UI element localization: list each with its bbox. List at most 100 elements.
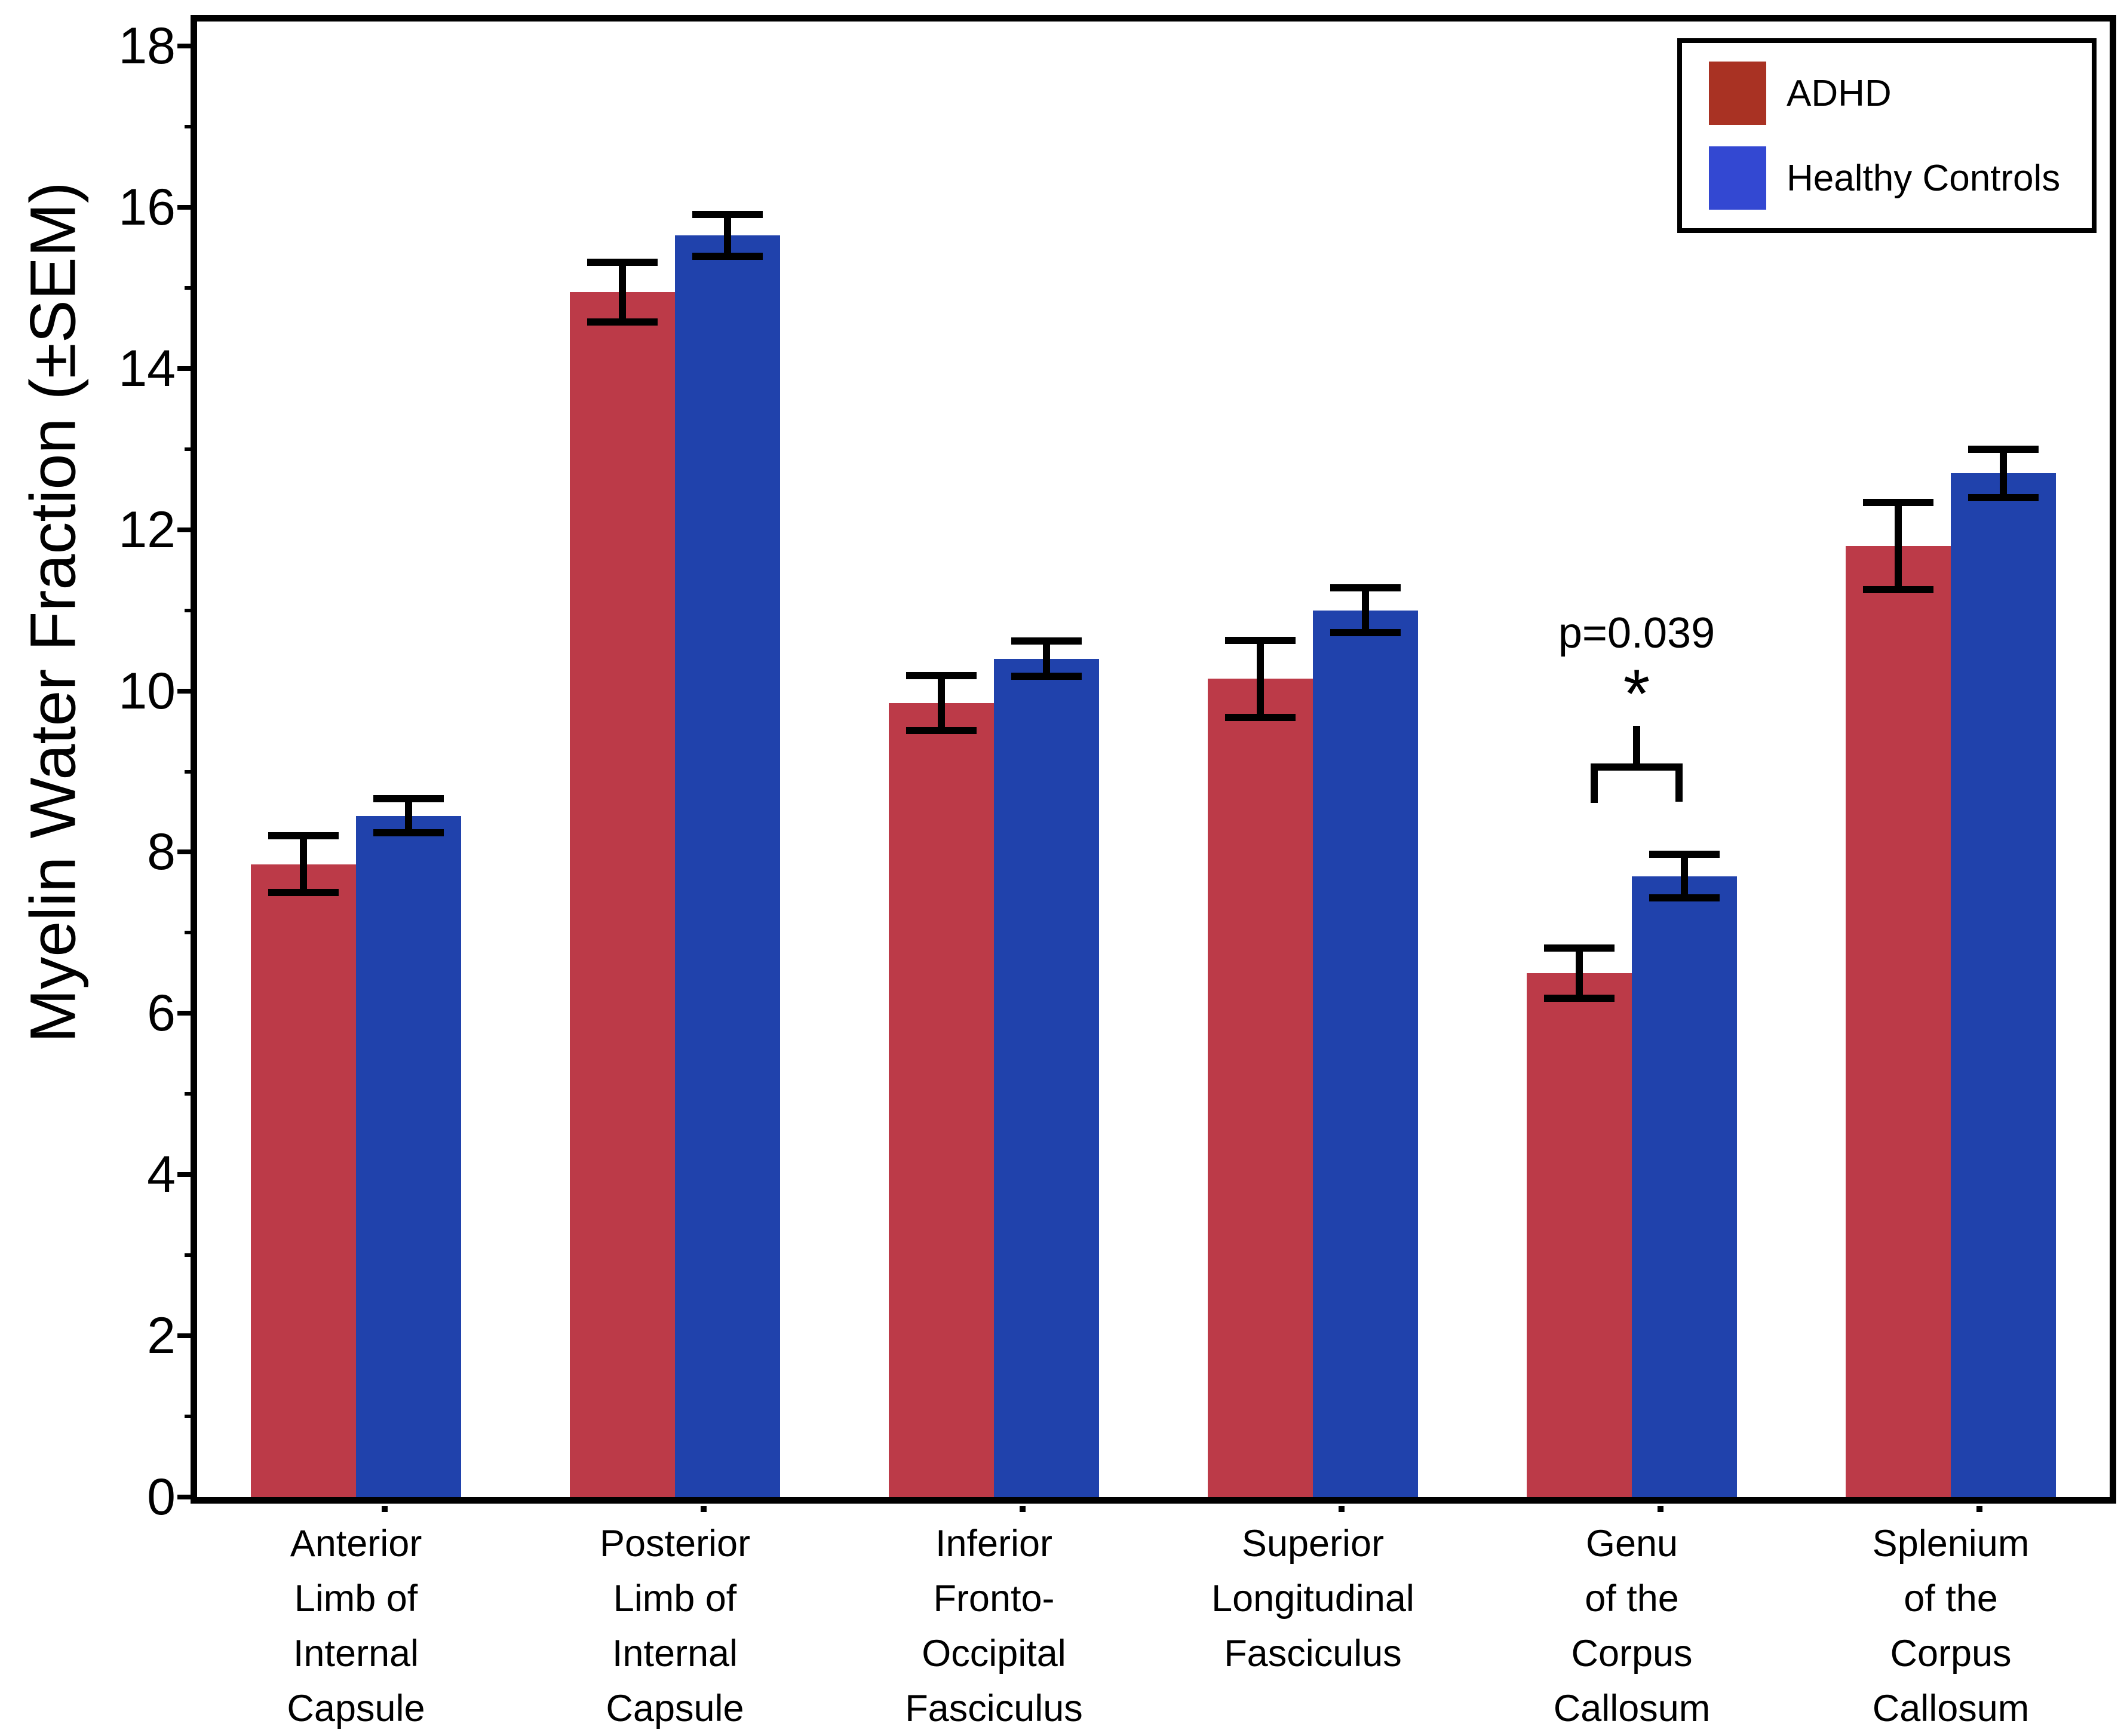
y-minor-tick-7 [185,931,191,935]
adhd-color-swatch [1709,62,1766,125]
y-tick-label-4: 4 [147,1146,176,1204]
plot-frame [191,15,2116,1504]
x-label-line: Internal [293,1633,419,1674]
error-bar-line-healthy-controls-5 [2000,449,2007,498]
y-major-tick-18 [177,44,191,48]
x-tick-anterior-limb-of-internal-capsule [382,1506,388,1512]
bar-adhd-splenium-of-the-corpus-callosum [1846,545,1951,1497]
error-bar-line-adhd-3 [1257,640,1264,718]
x-label-line: Genu [1585,1523,1678,1565]
y-tick-label-16: 16 [118,178,176,236]
x-label-line: Capsule [606,1688,744,1729]
y-major-tick-2 [177,1333,191,1339]
y-major-tick-4 [177,1172,191,1177]
error-bar-line-adhd-2 [938,675,945,731]
significance-bracket-stem [1633,726,1640,771]
x-label-superior-longitudinal-fasciculus: Superior Longitudinal Fasciculus [1152,1516,1474,1681]
error-bar-cap-bottom-adhd-4 [1544,994,1615,1002]
y-tick-label-18: 18 [118,17,176,75]
error-bar-line-adhd-4 [1576,948,1583,998]
bar-adhd-anterior-limb-of-internal-capsule [251,864,356,1497]
y-tick-label-8: 8 [147,823,176,881]
y-tick-label-10: 10 [118,662,176,720]
bar-healthy-controls-splenium-of-the-corpus-callosum [1951,473,2056,1497]
y-major-tick-0 [177,1495,191,1499]
error-bar-line-healthy-controls-0 [405,799,412,833]
y-minor-tick-3 [185,1253,191,1257]
legend-label-healthy-controls: Healthy Controls [1787,157,2061,199]
x-label-line: Fasciculus [1224,1633,1402,1674]
x-label-line: Superior [1241,1523,1385,1565]
bar-healthy-controls-genu-of-the-corpus-callosum [1632,876,1737,1497]
x-tick-inferior-fronto-occipital-fasciculus [1020,1506,1026,1512]
x-label-line: Callosum [1872,1688,2030,1729]
error-bar-cap-top-adhd-2 [906,671,977,679]
error-bar-cap-top-healthy-controls-5 [1968,445,2039,453]
error-bar-line-adhd-1 [619,262,626,322]
x-label-posterior-limb-of-internal-capsule: Posterior Limb of Internal Capsule [514,1516,836,1736]
bar-adhd-superior-longitudinal-fasciculus [1208,679,1313,1497]
x-tick-posterior-limb-of-internal-capsule [701,1506,707,1512]
legend: ADHD Healthy Controls [1677,38,2097,233]
y-minor-tick-11 [185,608,191,612]
error-bar-cap-top-healthy-controls-1 [692,211,763,219]
significance-bracket-crossbar [1591,763,1683,771]
x-label-line: Limb of [613,1578,737,1620]
error-bar-cap-top-adhd-1 [587,258,658,266]
y-minor-tick-15 [185,286,191,290]
bar-adhd-genu-of-the-corpus-callosum [1527,973,1632,1497]
bar-healthy-controls-superior-longitudinal-fasciculus [1313,610,1418,1497]
x-label-line: Corpus [1890,1633,2012,1674]
legend-item-adhd: ADHD [1709,62,2092,125]
error-bar-line-healthy-controls-4 [1681,854,1688,898]
x-label-line: Fronto- [933,1578,1055,1620]
error-bar-cap-bottom-adhd-1 [587,318,658,326]
error-bar-cap-top-healthy-controls-0 [373,795,444,803]
x-label-line: Posterior [599,1523,751,1565]
legend-label-adhd: ADHD [1787,72,1892,114]
error-bar-cap-top-healthy-controls-2 [1011,637,1082,645]
x-label-line: of the [1585,1578,1679,1620]
x-label-line: Internal [612,1633,738,1674]
x-label-line: Anterior [290,1523,422,1565]
error-bar-cap-bottom-adhd-0 [268,888,339,896]
error-bar-line-adhd-0 [300,836,307,892]
x-label-line: Corpus [1571,1633,1693,1674]
y-tick-label-0: 0 [147,1468,176,1526]
bar-healthy-controls-inferior-fronto-occipital-fasciculus [994,658,1099,1497]
error-bar-cap-top-adhd-0 [268,832,339,840]
x-label-line: Splenium [1872,1523,2030,1565]
error-bar-cap-bottom-adhd-5 [1863,585,1933,593]
error-bar-cap-bottom-adhd-2 [906,726,977,734]
y-tick-label-2: 2 [147,1307,176,1365]
significance-bracket-left-leg [1591,763,1598,803]
y-major-tick-6 [177,1011,191,1016]
x-label-line: Callosum [1553,1688,1711,1729]
x-label-splenium-of-the-corpus-callosum: Splenium of the Corpus Callosum [1790,1516,2112,1736]
y-minor-tick-13 [185,447,191,451]
error-bar-cap-bottom-healthy-controls-5 [1968,493,2039,501]
y-tick-label-12: 12 [118,501,176,559]
x-tick-genu-of-the-corpus-callosum [1658,1506,1663,1512]
error-bar-line-adhd-5 [1895,502,1902,590]
error-bar-cap-bottom-healthy-controls-3 [1330,629,1401,637]
y-minor-tick-9 [185,769,191,774]
bar-adhd-posterior-limb-of-internal-capsule [570,292,675,1497]
y-minor-tick-17 [185,124,191,128]
x-label-line: of the [1904,1578,1998,1620]
bar-adhd-inferior-fronto-occipital-fasciculus [889,703,994,1497]
error-bar-cap-top-adhd-4 [1544,944,1615,952]
significance-star: * [1623,656,1650,732]
significance-bracket-right-leg [1675,763,1683,802]
x-label-inferior-fronto-occipital-fasciculus: Inferior Fronto- Occipital Fasciculus [833,1516,1155,1736]
legend-item-healthy-controls: Healthy Controls [1709,146,2092,210]
x-label-line: Fasciculus [905,1688,1083,1729]
x-label-line: Inferior [935,1523,1053,1565]
y-major-tick-14 [177,366,191,371]
x-label-line: Occipital [922,1633,1066,1674]
error-bar-cap-bottom-healthy-controls-4 [1649,894,1720,902]
error-bar-cap-top-adhd-3 [1225,636,1296,644]
x-label-anterior-limb-of-internal-capsule: Anterior Limb of Internal Capsule [195,1516,517,1736]
error-bar-cap-bottom-healthy-controls-2 [1011,673,1082,680]
x-label-line: Longitudinal [1211,1578,1414,1620]
